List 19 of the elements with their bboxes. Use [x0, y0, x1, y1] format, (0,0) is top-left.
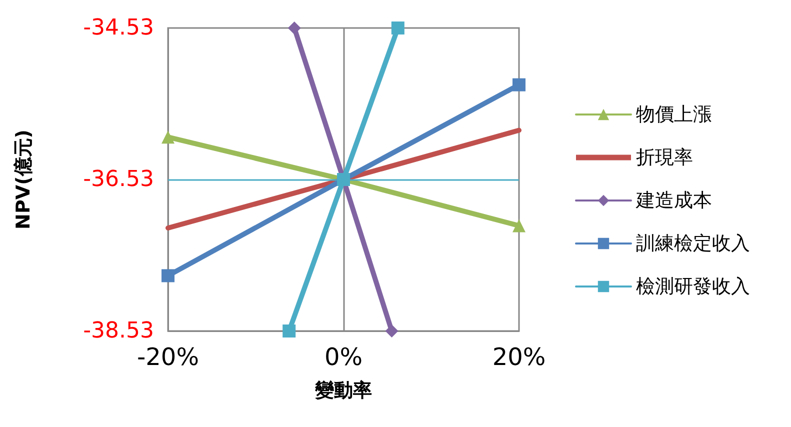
y-tick-label: -38.53: [83, 318, 154, 344]
point: [391, 22, 404, 34]
point: [162, 269, 174, 282]
y-tick-label: -34.53: [83, 16, 154, 40]
x-tick-label: 0%: [324, 343, 363, 371]
point: [282, 324, 296, 338]
y-axis-title: NPV(億元): [12, 130, 34, 230]
legend-label: 物價上漲: [636, 104, 712, 126]
legend-label: 建造成本: [635, 190, 712, 212]
x-tick-label: 20%: [492, 343, 546, 371]
y-tick-label: -36.53: [83, 167, 154, 192]
point: [288, 22, 301, 34]
legend-label: 檢測研發收入: [636, 276, 750, 298]
legend-label: 折現率: [636, 146, 693, 168]
legend-label: 訓練檢定收入: [636, 232, 750, 254]
point: [512, 78, 526, 92]
point: [385, 324, 398, 338]
x-tick-label: -20%: [136, 343, 200, 371]
x-axis-title: 變動率: [315, 380, 372, 402]
